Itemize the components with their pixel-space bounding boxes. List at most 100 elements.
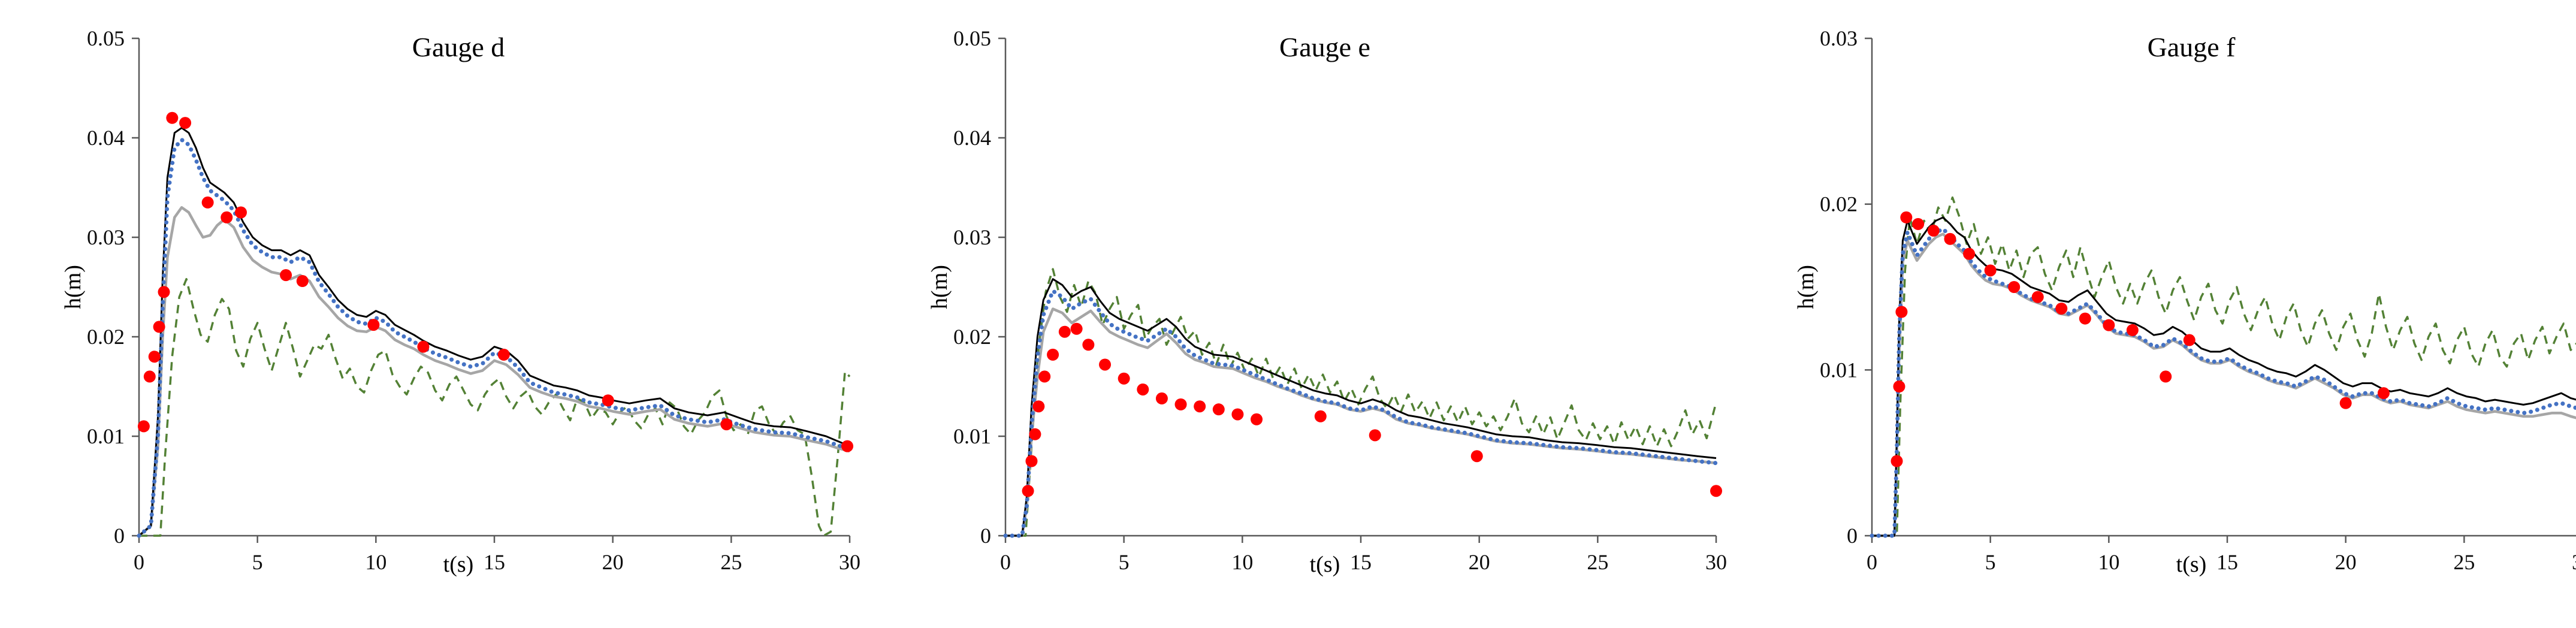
data-point <box>841 440 854 452</box>
data-point <box>296 275 309 288</box>
data-point <box>201 196 214 209</box>
tick-labels: 0 5 10 15 20 25 30 0 0.01 0.02 0.03 0.04 0.05 <box>87 26 860 574</box>
data-point <box>1900 211 1913 224</box>
series-black-solid <box>138 126 850 537</box>
x-tick-label: 15 <box>2216 550 2238 574</box>
x-axis-label: t(s) <box>443 552 474 577</box>
data-point <box>497 348 510 361</box>
data-point <box>1029 428 1041 440</box>
y-axis-label: h(m) <box>61 265 86 309</box>
x-tick-label: 20 <box>2335 550 2357 574</box>
axes <box>1865 37 2576 543</box>
plot-area-gauge-f: 0 5 10 15 20 25 30 0 0.01 0.02 0.03 <box>1820 26 2576 574</box>
y-axis-label: h(m) <box>1793 265 1819 309</box>
data-point <box>367 319 380 331</box>
data-point <box>179 117 192 129</box>
data-point <box>234 206 247 219</box>
y-tick-label: 0.01 <box>953 424 991 448</box>
data-point <box>1082 339 1095 351</box>
y-tick-label: 0.01 <box>1820 358 1858 382</box>
data-point <box>1070 322 1083 335</box>
plot-area-gauge-d: 0 5 10 15 20 25 30 0 0.01 0.02 0.03 0.04 0.05 <box>87 26 860 574</box>
series-black-solid <box>1872 216 2576 537</box>
x-tick-label: 10 <box>2098 550 2119 574</box>
data-point <box>2031 291 2044 303</box>
x-tick-label: 5 <box>1985 550 1996 574</box>
series-gray-solid <box>1872 233 2576 538</box>
y-tick-label: 0.03 <box>953 225 991 249</box>
y-tick-label: 0.05 <box>87 26 125 50</box>
chart-gauge-d: 0 5 10 15 20 25 30 0 0.01 0.02 0.03 0.04 0.05 Gauge … <box>49 14 868 614</box>
data-point <box>1118 372 1130 385</box>
data-point <box>2377 387 2390 400</box>
x-tick-label: 25 <box>720 550 742 574</box>
data-point <box>153 321 165 333</box>
x-axis-label: t(s) <box>1309 552 1340 577</box>
data-point <box>1912 218 1925 230</box>
data-point <box>2079 312 2091 325</box>
data-point <box>1369 429 1381 442</box>
tick-labels: 0 5 10 15 20 25 30 0 0.01 0.02 0.03 <box>1820 26 2576 574</box>
series-blue-dotted <box>1870 227 2576 538</box>
x-tick-label: 25 <box>2453 550 2475 574</box>
data-point <box>148 351 161 363</box>
data-point <box>2055 302 2068 315</box>
series-red-markers <box>1022 322 1722 497</box>
data-point <box>720 418 733 431</box>
y-tick-label: 0 <box>114 524 125 548</box>
axes <box>998 37 1717 543</box>
y-tick-label: 0 <box>1847 524 1858 548</box>
data-point <box>1891 455 1903 467</box>
x-tick-label: 0 <box>1867 550 1877 574</box>
series-green-dashed <box>1005 268 1717 537</box>
y-tick-label: 0.04 <box>953 126 991 150</box>
y-tick-label: 0.02 <box>87 325 125 349</box>
data-point <box>1231 408 1244 421</box>
data-point <box>602 394 614 407</box>
data-point <box>158 286 170 298</box>
series-gray-solid <box>138 206 850 537</box>
x-tick-label: 30 <box>839 550 860 574</box>
x-tick-label: 25 <box>1587 550 1608 574</box>
x-tick-label: 30 <box>2572 550 2576 574</box>
data-point <box>1137 383 1149 395</box>
series-green-dashed <box>1872 196 2576 537</box>
data-point <box>2008 281 2021 293</box>
data-point <box>143 370 156 383</box>
y-tick-label: 0 <box>980 524 991 548</box>
data-point <box>1058 325 1071 338</box>
series-red-markers <box>1891 211 2390 467</box>
chart-title: Gauge f <box>2147 32 2236 62</box>
y-tick-label: 0.03 <box>1820 26 1858 50</box>
data-point <box>1470 450 1483 463</box>
x-tick-label: 30 <box>1705 550 1727 574</box>
series-green-dashed <box>139 277 851 537</box>
data-point <box>1251 413 1263 425</box>
data-point <box>1155 392 1168 404</box>
data-point <box>280 269 292 282</box>
data-point <box>137 420 150 433</box>
series-blue-dotted <box>137 137 852 538</box>
x-tick-label: 20 <box>1469 550 1490 574</box>
y-axis-label: h(m) <box>927 265 952 309</box>
data-point <box>1963 247 1976 260</box>
x-tick-label: 5 <box>1119 550 1130 574</box>
x-axis-label: t(s) <box>2176 552 2207 577</box>
data-point <box>417 340 430 353</box>
x-tick-label: 0 <box>134 550 144 574</box>
x-tick-label: 15 <box>1350 550 1372 574</box>
x-tick-label: 20 <box>602 550 624 574</box>
y-tick-label: 0.05 <box>953 26 991 50</box>
data-point <box>1174 398 1187 410</box>
x-tick-label: 15 <box>484 550 505 574</box>
data-point <box>1099 358 1112 371</box>
data-point <box>1022 485 1034 497</box>
series-blue-dotted <box>1003 289 1719 538</box>
data-point <box>1927 224 1940 237</box>
data-point <box>1194 400 1206 413</box>
y-tick-label: 0.01 <box>87 424 125 448</box>
x-tick-label: 5 <box>252 550 263 574</box>
data-point <box>1893 381 1905 393</box>
data-point <box>1944 233 1956 245</box>
x-tick-label: 0 <box>1000 550 1011 574</box>
